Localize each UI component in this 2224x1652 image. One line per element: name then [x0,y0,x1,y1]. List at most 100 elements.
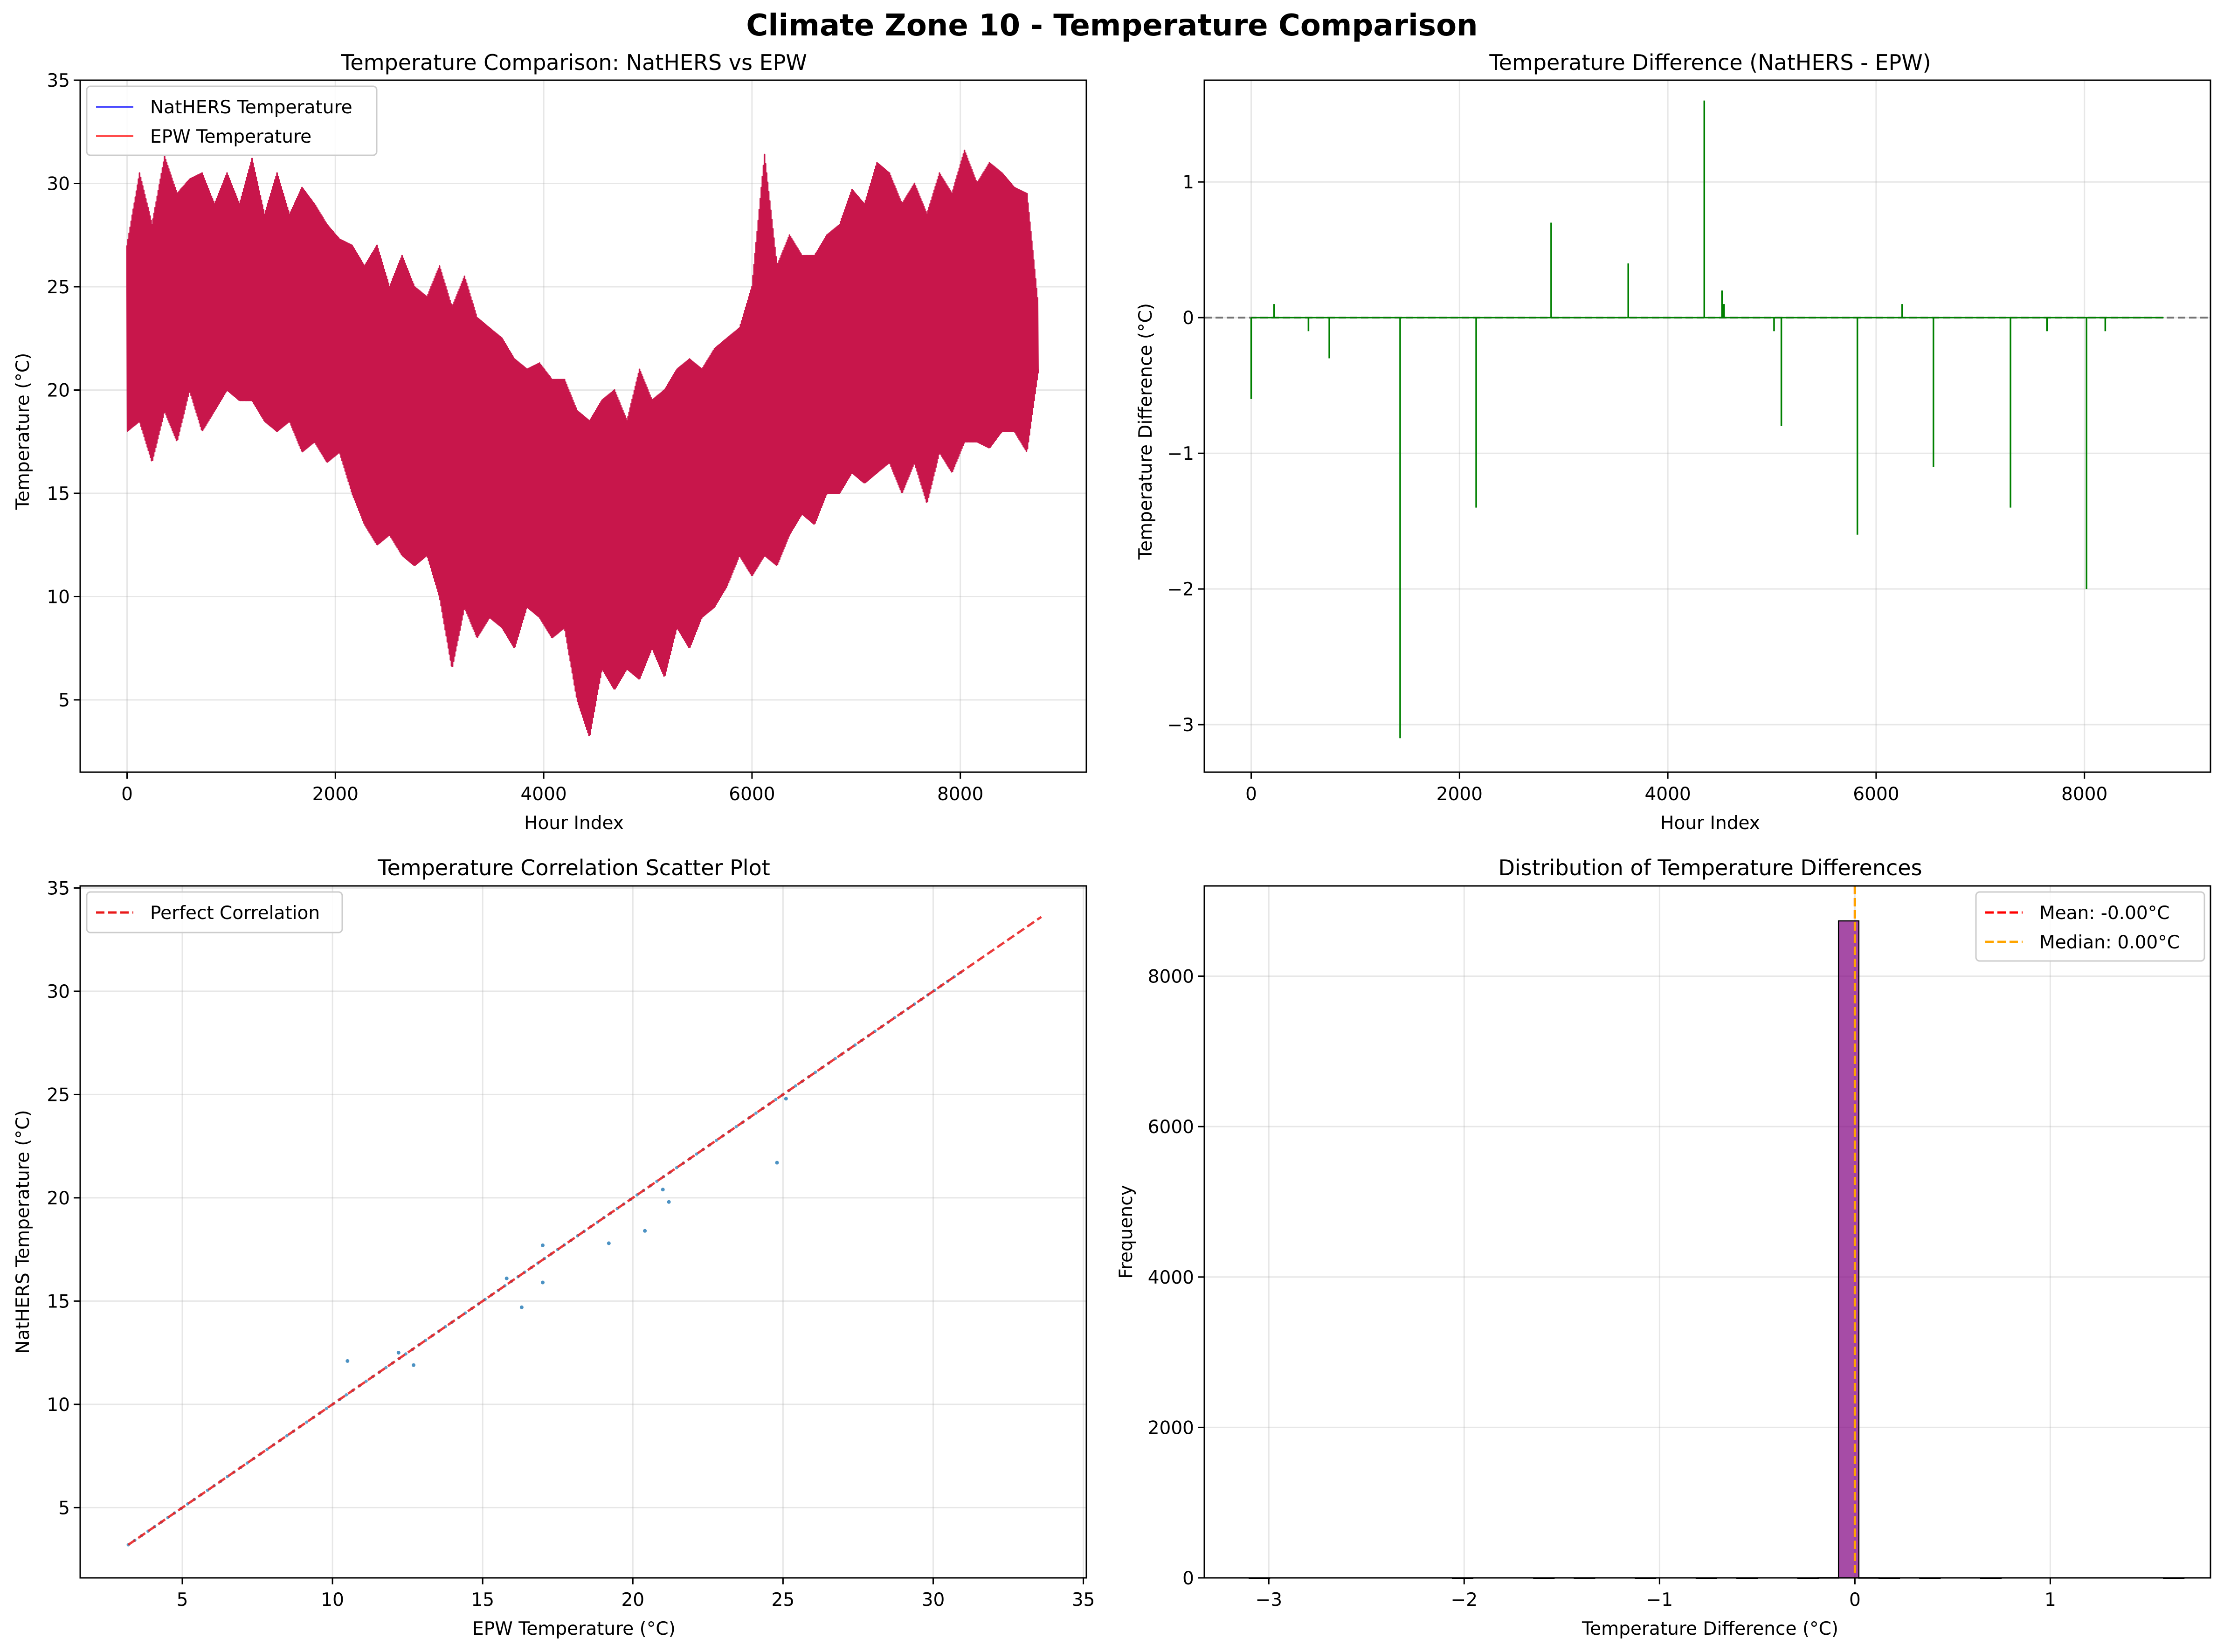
x-tick-label: 15 [471,1590,494,1611]
x-tick-label: 25 [772,1590,795,1611]
scatter-point [794,1084,797,1088]
scatter-point [396,1351,401,1355]
axes-frame [79,885,1087,1579]
y-tick-label: 10 [47,587,70,608]
plot-area [1249,886,2185,1579]
perfect-correlation-line [127,916,1042,1546]
temperature-series-line [126,149,1039,737]
scatter-point [667,1200,671,1204]
y-tick-label: −1 [1167,443,1195,464]
y-tick-label: 5 [58,1498,70,1519]
x-tick-label: 6000 [1853,784,1899,805]
y-ticks: −3 −2 −1 0 1 [1167,172,1204,736]
scatter-point [285,1434,289,1438]
y-tick-label: 8000 [1148,967,1194,988]
legend-label-epw: EPW Temperature [150,126,311,147]
y-ticks: 5 10 15 20 25 30 35 [47,70,80,711]
y-tick-label: 35 [47,70,70,91]
scatter-point [541,1243,545,1247]
x-tick-label: 0 [1849,1590,1861,1611]
x-tick-label: 2000 [1437,784,1483,805]
x-tick-label: 10 [321,1590,344,1611]
x-tick-label: −2 [1451,1590,1478,1611]
x-tick-label: 8000 [2061,784,2107,805]
x-tick-label: 35 [1072,1590,1095,1611]
scatter-point [814,1071,817,1074]
x-tick-label: −3 [1256,1590,1283,1611]
y-tick-label: 2000 [1148,1417,1194,1438]
y-tick-label: 20 [47,1188,70,1209]
x-ticks: 0 2000 4000 6000 8000 [121,772,983,805]
y-tick-label: 5 [58,690,70,711]
scatter-point [384,1366,388,1369]
y-tick-label: −2 [1167,579,1195,600]
scatter-point [412,1363,415,1367]
x-ticks: −3 −2 −1 0 1 [1256,1578,2056,1611]
x-axis-label: Hour Index [1660,813,1760,834]
x-tick-label: 30 [922,1590,945,1611]
scatter-point [345,1393,348,1396]
y-axis-label: NatHERS Temperature (°C) [13,1110,34,1354]
legend-frame [1975,891,2205,962]
y-tick-label: 6000 [1148,1117,1194,1138]
legend-frame [86,85,378,156]
axes-frame [1203,885,2211,1579]
scatter-point [643,1229,647,1233]
scatter-point [775,1161,779,1165]
panel-title: Temperature Difference (NatHERS - EPW) [1489,50,1931,75]
scatter-point [265,1448,269,1451]
x-tick-label: 0 [121,784,133,805]
x-tick-label: 6000 [729,784,775,805]
y-ticks: 5 10 15 20 25 30 35 [47,878,80,1519]
legend-label-median: Median: 0.00°C [2039,932,2180,953]
x-tick-label: 0 [1245,784,1257,805]
legend: NatHERS Temperature EPW Temperature [86,85,378,156]
scatter-point [784,1097,788,1101]
scatter-point [774,1098,778,1101]
scatter-point [504,1276,509,1280]
x-tick-label: 2000 [312,784,359,805]
panel-title: Temperature Correlation Scatter Plot [377,855,770,880]
histogram-chart-panel: Distribution of Temperature Differences … [1116,855,2211,1639]
y-tick-label: 30 [47,173,70,194]
x-ticks: 5 10 15 20 25 30 35 [177,1578,1095,1611]
x-axis-label: EPW Temperature (°C) [472,1618,676,1639]
plot-area [126,149,1039,737]
x-tick-label: 5 [177,1590,188,1611]
scatter-point [345,1359,350,1363]
figure-title: Climate Zone 10 - Temperature Comparison [746,8,1478,43]
x-tick-label: 8000 [937,784,983,805]
scatter-point [714,1139,718,1142]
panel-title: Distribution of Temperature Differences [1498,855,1922,880]
y-tick-label: 20 [47,380,70,401]
legend-label-mean: Mean: -0.00°C [2039,903,2169,924]
x-tick-label: 4000 [520,784,566,805]
y-tick-label: 10 [47,1395,70,1416]
scatter-point [661,1188,665,1192]
scatter-point [607,1241,611,1245]
difference-chart-panel: Temperature Difference (NatHERS - EPW) H… [1135,50,2211,834]
scatter-point [695,1152,698,1156]
plot-area [1204,100,2210,739]
y-tick-label: 15 [47,1291,70,1312]
scatter-point [541,1280,545,1285]
plot-area [126,916,1042,1547]
legend-frame [86,891,343,933]
y-tick-label: 0 [1182,308,1194,329]
scatter-point [734,1125,738,1128]
y-tick-label: 0 [1182,1568,1194,1589]
y-tick-label: −3 [1167,715,1195,736]
y-ticks: 0 2000 4000 6000 8000 [1148,967,1204,1589]
y-tick-label: 30 [47,982,70,1002]
legend-label-nathers: NatHERS Temperature [150,97,352,118]
grid [1204,80,2210,772]
grid [80,886,1086,1578]
y-axis-label: Temperature Difference (°C) [1135,303,1156,560]
scatter-point [305,1420,309,1424]
scatter-chart-panel: Temperature Correlation Scatter Plot EPW… [13,855,1095,1639]
scatter-point [364,1379,368,1383]
x-tick-label: 4000 [1644,784,1691,805]
legend: Perfect Correlation [86,891,343,933]
x-tick-label: −1 [1646,1590,1673,1611]
